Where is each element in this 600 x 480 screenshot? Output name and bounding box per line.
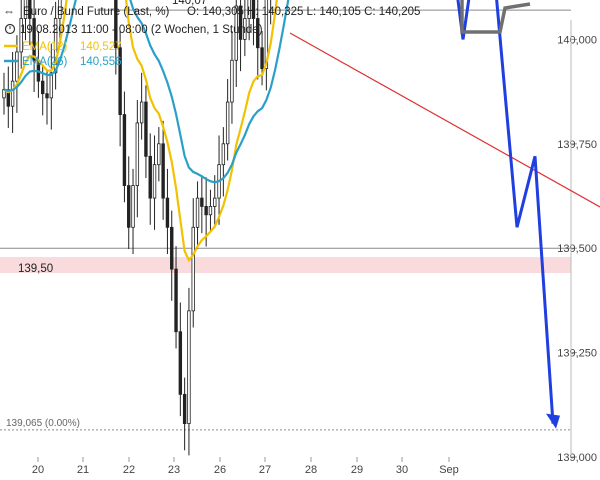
x-tick-label: 29 <box>351 464 363 476</box>
expand-arrows-icon[interactable]: ⇔ <box>3 4 15 18</box>
candle-body <box>58 0 62 19</box>
candle-body <box>161 143 165 199</box>
x-tick-label: 20 <box>32 464 44 476</box>
candle-body <box>225 101 230 145</box>
candle-body <box>230 59 234 103</box>
candle-body <box>243 18 247 40</box>
candle-body <box>256 18 260 49</box>
x-tick-label: Sep <box>439 464 459 476</box>
candle-body <box>45 93 49 99</box>
x-tick-label: 26 <box>214 464 226 476</box>
ema-lines <box>3 0 290 263</box>
y-tick-label: 139,500 <box>557 243 597 255</box>
trendline <box>289 32 600 208</box>
candle-body <box>15 51 19 82</box>
logo-mark <box>460 0 531 34</box>
candle-body <box>178 331 183 395</box>
legend-ema12-value: 140,527 <box>80 41 122 53</box>
x-tick-label: 22 <box>123 464 135 476</box>
level-label: 139,065 (0.00%) <box>6 418 80 429</box>
candle-body <box>174 268 178 333</box>
y-tick-label: 139,000 <box>557 452 597 464</box>
level-label: 139,50 <box>18 263 53 275</box>
candle-body <box>127 185 131 228</box>
legend-ema26-value: 140,556 <box>80 56 122 68</box>
chart-header: ⇔ Euro / Bund Future (Last, %) O: 140,30… <box>3 4 420 68</box>
candle-body <box>32 18 36 61</box>
ema12-line <box>3 0 278 263</box>
candle-body <box>23 0 28 19</box>
candle-body <box>131 185 135 228</box>
x-tick-label: 27 <box>259 464 271 476</box>
chart-title: Euro / Bund Future (Last, %) <box>23 6 170 18</box>
x-tick-label: 28 <box>305 464 317 476</box>
candle-body <box>170 226 174 270</box>
candle-body <box>260 47 264 70</box>
x-tick-label: 21 <box>77 464 89 476</box>
support-zone <box>0 257 571 273</box>
candle-body <box>118 47 122 115</box>
y-tick-label: 140,000 <box>557 34 597 46</box>
chart-period: 19.08.2013 11:00 - 08:00 (2 Wochen, 1 St… <box>20 24 263 36</box>
candle-body <box>200 197 204 207</box>
candle-body <box>144 101 148 157</box>
candle-body <box>234 5 238 61</box>
candle-body <box>247 0 251 19</box>
price-levels: 140,658 (38.20%)139,065 (0.00%)140,95140… <box>0 0 571 431</box>
candle-body <box>157 143 161 166</box>
ema26-line <box>3 0 290 184</box>
candle-body <box>204 206 208 216</box>
candle-body <box>135 122 140 186</box>
candle-body <box>213 197 217 207</box>
level-label: 140,07 <box>172 0 207 7</box>
x-tick-label: 23 <box>168 464 180 476</box>
candle-body <box>53 18 58 74</box>
candle-body <box>165 197 170 228</box>
candle-body <box>28 0 32 19</box>
candle-body <box>41 80 45 95</box>
x-tick-label: 30 <box>396 464 408 476</box>
candle-body <box>251 0 256 19</box>
legend-ema26-name: EMA(26) <box>22 56 68 68</box>
candle-body <box>49 72 54 99</box>
clock-icon <box>4 23 16 35</box>
candle-body <box>152 164 157 199</box>
candle-body <box>19 18 23 53</box>
candle-body <box>221 143 226 166</box>
candle-body <box>195 197 200 228</box>
y-tick-label: 139,750 <box>557 139 597 151</box>
candlesticks <box>2 0 272 456</box>
x-axis: 20 21 22 23 26 27 28 29 30 Sep <box>32 457 459 476</box>
candle-body <box>139 101 144 124</box>
candle-body <box>187 310 191 424</box>
candle-body <box>191 226 195 312</box>
y-tick-label: 139,250 <box>557 348 597 360</box>
y-axis: 141,000140,750140,500140,250140,000139,7… <box>557 20 597 464</box>
candle-body <box>264 0 269 70</box>
candle-body <box>114 0 118 49</box>
projection-arrowhead <box>546 413 560 429</box>
candle-body <box>238 5 243 40</box>
candle-body <box>6 89 11 107</box>
candle-body <box>148 155 152 199</box>
legend-ema12-name: EMA(12) <box>22 41 68 53</box>
candle-body <box>182 393 187 424</box>
ohlc-readout: O: 140,305 H: 140,325 L: 140,105 C: 140,… <box>187 6 420 18</box>
candle-body <box>208 206 213 216</box>
candle-body <box>10 80 15 107</box>
candle-body <box>122 114 127 186</box>
